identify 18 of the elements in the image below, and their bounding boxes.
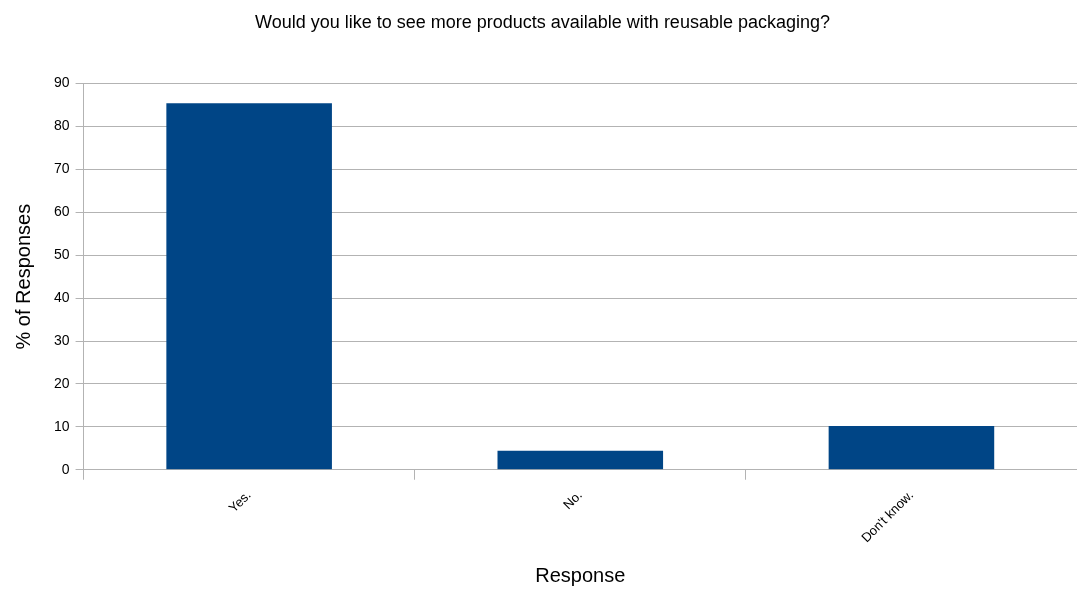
y-tick-label: 30 [53, 331, 70, 348]
y-tick-label: 40 [53, 288, 70, 305]
y-tick-label: 70 [53, 160, 70, 177]
y-tick-label: 10 [53, 417, 70, 434]
y-tick-label: 20 [53, 374, 70, 391]
y-tick-label: 90 [53, 74, 70, 91]
y-axis-title: % of Responses [11, 203, 34, 350]
bar [828, 425, 995, 470]
bar [166, 103, 332, 470]
y-tick-label: 60 [53, 203, 70, 220]
x-tick-label: No. [560, 487, 585, 513]
x-axis-title: Response [535, 563, 626, 586]
y-tick-label: 50 [53, 246, 70, 263]
y-tick-label: 0 [61, 460, 70, 477]
x-tick-label: Yes. [225, 487, 254, 516]
chart-title: Would you like to see more products available with reusable packaging? [255, 11, 830, 32]
bar [497, 450, 664, 470]
y-tick-label: 80 [53, 117, 70, 134]
